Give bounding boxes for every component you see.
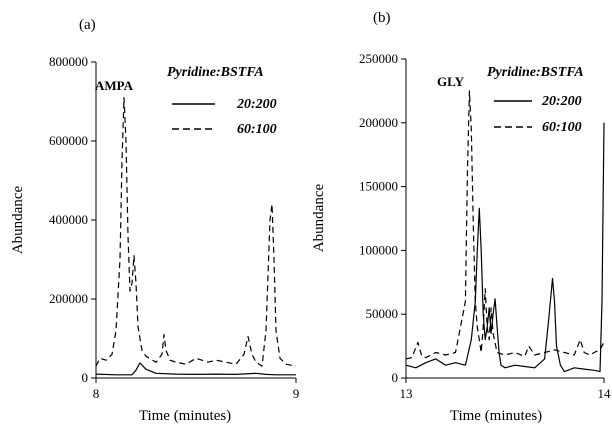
panel-b-y-tick-label: 100000 — [359, 242, 398, 257]
panel-b-y-tick-label: 250000 — [359, 51, 398, 66]
panel-b-ylabel: Abundance — [311, 184, 327, 253]
panel-b-xlabel: Time (minutes) — [450, 408, 542, 424]
panel-b-peak-annotation: GLY — [437, 74, 465, 89]
panel-a-x-tick-label: 9 — [293, 386, 300, 401]
panel-a-y-tick-label: 600000 — [49, 133, 88, 148]
panel-a-y-tick-label: 400000 — [49, 212, 88, 227]
panel-b-y-tick-label: 200000 — [359, 115, 398, 130]
panel-a-x-tick-label: 8 — [93, 386, 100, 401]
panel-a-ylabel: Abundance — [10, 186, 26, 255]
panel-a-legend-entry-1: 20:200 — [236, 97, 277, 112]
panel-a-series-solid-line — [95, 362, 296, 376]
panel-b-x-tick-label: 13 — [400, 386, 413, 401]
panel-b-x-tick-label: 14 — [598, 386, 612, 401]
panel-b-label: (b) — [373, 10, 391, 26]
panel-b-y-tick-label: 50000 — [366, 306, 399, 321]
panel-a-y-tick-label: 800000 — [49, 54, 88, 69]
panel-b-legend-entry-1: 20:200 — [541, 94, 582, 109]
panel-a-series-dashed-line — [95, 96, 297, 367]
panel-a-label: (a) — [79, 17, 96, 33]
panel-a-y-tick-label: 200000 — [49, 291, 88, 306]
panel-a-xlabel: Time (minutes) — [139, 408, 231, 424]
panel-b-y-tick-label: 150000 — [359, 179, 398, 194]
panel-a-y-tick-label: 0 — [82, 370, 89, 385]
panel-b-legend-title: Pyridine:BSTFA — [487, 65, 584, 80]
panel-a-legend-entry-2: 60:100 — [237, 122, 277, 137]
panel-b-series-solid-line — [405, 122, 605, 373]
panel-a-legend-title: Pyridine:BSTFA — [167, 65, 264, 80]
panel-a-peak-annotation: AMPA — [95, 78, 134, 93]
panel-b-series-dashed-line — [405, 90, 605, 360]
panel-b-y-tick-label: 0 — [392, 370, 399, 385]
plot-layer: 0 200000 400000 600000 800000 8 9 0 50000 100000 1… — [49, 51, 611, 401]
panel-b-legend-entry-2: 60:100 — [542, 120, 582, 135]
